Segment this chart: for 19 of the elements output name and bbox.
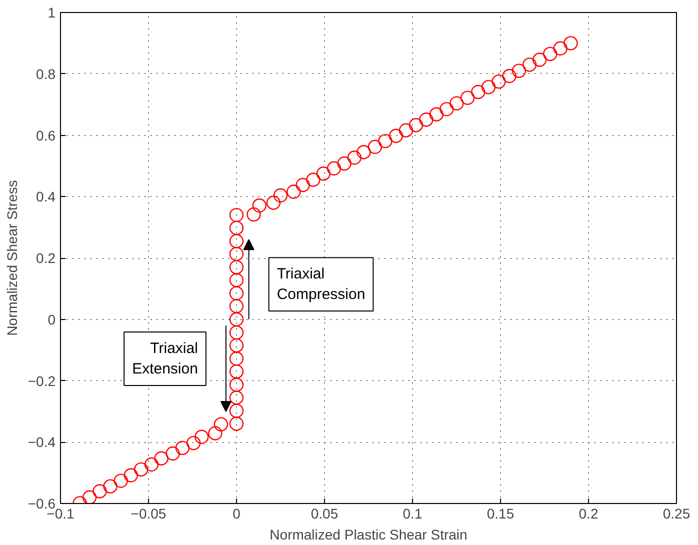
- y-tick-label: −0.2: [28, 372, 56, 389]
- x-axis-title: Normalized Plastic Shear Strain: [270, 526, 468, 542]
- x-tick-label: 0: [232, 506, 241, 522]
- y-tick-label: 0.8: [36, 66, 56, 82]
- x-tick-label: 0.05: [310, 506, 338, 522]
- x-tick-label: 0.1: [402, 506, 422, 522]
- y-tick-label: 0: [48, 311, 56, 328]
- x-tick-label: 0.25: [662, 506, 690, 522]
- y-tick-label: 0.6: [36, 127, 56, 144]
- x-tick-label: 0.15: [486, 506, 514, 522]
- y-tick-label: 1: [48, 4, 56, 20]
- y-tick-label: 0.4: [36, 188, 56, 205]
- y-tick-label: 0.2: [36, 250, 56, 266]
- annotation: Triaxial Compression: [276, 266, 366, 303]
- x-tick-label: −0.05: [130, 506, 166, 522]
- annotation: Triaxial Extension: [132, 340, 198, 378]
- y-axis-title: Normalized Shear Stress: [4, 180, 20, 336]
- y-tick-label: −0.4: [28, 434, 56, 450]
- x-tick-label: 0.2: [578, 506, 598, 522]
